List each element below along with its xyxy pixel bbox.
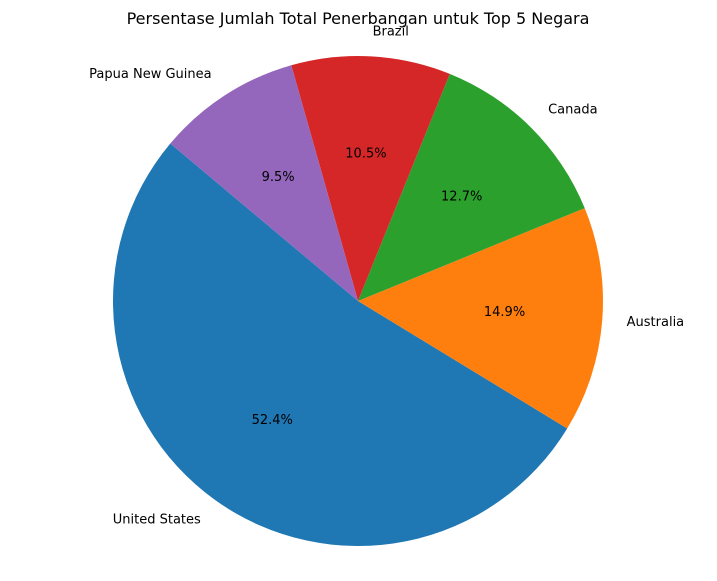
slice-label-australia: Australia: [627, 315, 685, 330]
pct-label-australia: 14.9%: [484, 305, 525, 320]
slice-label-united-states: United States: [113, 512, 201, 527]
pie-slice-united-states: [112, 143, 568, 547]
slice-label-papua-new-guinea: Papua New Guinea: [89, 67, 211, 82]
pie-labels: 52.4% United States 14.9% Australia 12.7% Can…: [89, 24, 684, 527]
pie-slice-canada: [358, 73, 585, 301]
pct-label-united-states: 52.4%: [252, 413, 293, 428]
chart-title: Persentase Jumlah Total Penerbangan untu…: [127, 9, 590, 28]
slice-label-brazil: Brazil: [373, 24, 409, 39]
pct-label-brazil: 10.5%: [345, 147, 386, 162]
pct-label-papua-new-guinea: 9.5%: [262, 170, 295, 185]
pie-slice-papua-new-guinea: [170, 65, 358, 301]
pie-slices: [112, 56, 603, 547]
pct-label-canada: 12.7%: [441, 189, 482, 204]
pie-slice-brazil: [291, 56, 450, 301]
slice-label-canada: Canada: [548, 102, 597, 117]
pie-slice-australia: [358, 208, 603, 429]
